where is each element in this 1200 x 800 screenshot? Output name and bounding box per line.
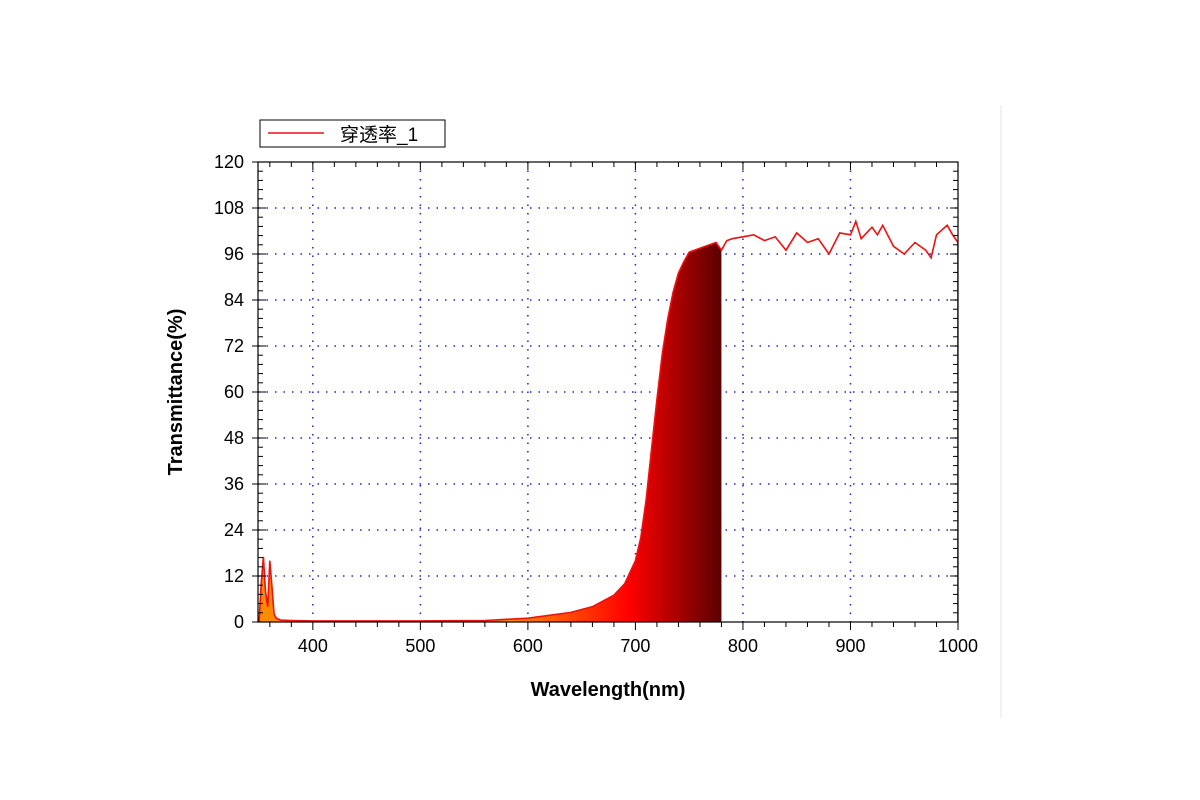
y-tick-label: 108 (214, 198, 244, 218)
y-tick-label: 36 (224, 474, 244, 494)
y-tick-label: 96 (224, 244, 244, 264)
y-tick-label: 12 (224, 566, 244, 586)
x-tick-label: 400 (298, 636, 328, 656)
y-tick-labels: 0 12 24 36 48 60 72 84 96 108 120 (214, 152, 244, 632)
x-tick-label: 1000 (938, 636, 978, 656)
ticks (252, 161, 959, 630)
transmittance-fill (259, 242, 722, 622)
y-axis-label: Transmittance(%) (165, 309, 187, 476)
y-tick-label: 72 (224, 336, 244, 356)
x-tick-label: 500 (405, 636, 435, 656)
x-axis-label: Wavelength(nm) (531, 679, 686, 701)
y-tick-label: 60 (224, 382, 244, 402)
series-line-transmittance (258, 219, 958, 622)
grid (258, 162, 958, 622)
legend-label: 穿透率_1 (340, 124, 418, 146)
y-tick-label: 0 (234, 612, 244, 632)
x-tick-label: 600 (513, 636, 543, 656)
y-tick-label: 120 (214, 152, 244, 172)
x-tick-label: 700 (620, 636, 650, 656)
y-tick-label: 48 (224, 428, 244, 448)
x-tick-labels: 400 500 600 700 800 900 1000 (298, 636, 978, 656)
y-tick-label: 84 (224, 290, 244, 310)
x-tick-label: 900 (835, 636, 865, 656)
legend: 穿透率_1 (259, 119, 446, 148)
x-tick-label: 800 (728, 636, 758, 656)
y-tick-label: 24 (224, 520, 244, 540)
